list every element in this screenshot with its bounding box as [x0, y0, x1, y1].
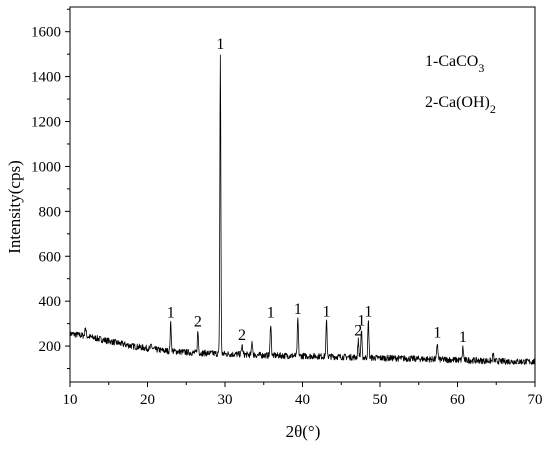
legend-entry: 1-CaCO3: [425, 53, 484, 75]
peak-label: 2: [238, 327, 246, 344]
x-axis-label: 2θ(°): [286, 422, 321, 441]
x-tick-label: 30: [218, 392, 233, 408]
y-tick-label: 1000: [31, 159, 61, 175]
xrd-pattern-line: [69, 54, 536, 365]
peak-label: 1: [167, 304, 175, 321]
y-tick-label: 1400: [31, 70, 61, 86]
x-tick-label: 70: [528, 392, 543, 408]
peak-label: 1: [294, 301, 302, 318]
y-tick-label: 600: [39, 249, 62, 265]
legend-subscript: 2: [490, 102, 496, 116]
x-tick-label: 40: [295, 392, 310, 408]
x-tick-label: 50: [373, 392, 388, 408]
legend: 1-CaCO3 2-Ca(OH)2: [425, 53, 496, 116]
peak-label: 1: [364, 303, 372, 320]
peak-label: 1: [459, 329, 467, 346]
peak-label: 2: [354, 322, 362, 339]
peak-label: 1: [433, 325, 441, 342]
y-tick-label: 400: [39, 294, 62, 310]
x-tick-label: 10: [63, 392, 78, 408]
axes: 10 20 30 40 50 60 70 200 400 600 800 1000 1200 1400 16…: [31, 6, 543, 408]
legend-entry: 2-Ca(OH)2: [425, 94, 496, 116]
y-tick-label: 1600: [31, 25, 61, 41]
plot-area: [69, 54, 536, 365]
peak-label: 2: [194, 313, 202, 330]
peak-label: 1: [357, 312, 365, 329]
legend-main: 2-Ca(OH): [425, 94, 490, 111]
x-tick-label: 60: [450, 392, 465, 408]
peak-label: 1: [216, 36, 224, 53]
legend-main: 1-CaCO: [425, 53, 478, 70]
peak-label: 1: [267, 304, 275, 321]
x-tick-label: 20: [140, 392, 155, 408]
y-tick-label: 200: [39, 339, 62, 355]
legend-subscript: 3: [478, 61, 484, 75]
y-tick-label: 800: [39, 204, 62, 220]
peak-label: 1: [323, 303, 331, 320]
y-tick-label: 1200: [31, 115, 61, 131]
y-axis-label: Intensity(cps): [5, 160, 24, 253]
